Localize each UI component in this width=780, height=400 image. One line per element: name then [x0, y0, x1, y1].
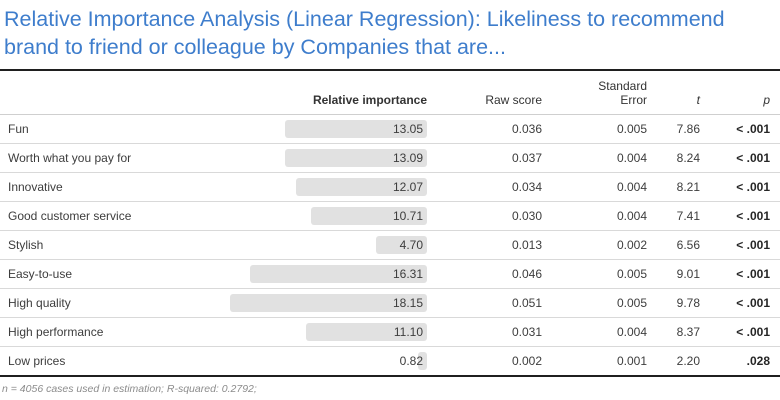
t-value: 6.56: [676, 238, 700, 252]
t-value: 9.78: [676, 296, 700, 310]
importance-value: 16.31: [392, 267, 423, 281]
t-value: 7.86: [676, 122, 700, 136]
table-header-row: Relative importance Raw score Standard E…: [0, 71, 780, 115]
raw-score-value: 0.002: [511, 354, 542, 368]
importance-bar: [285, 120, 427, 138]
raw-score-value: 0.030: [511, 209, 542, 223]
importance-value: 11.10: [393, 325, 423, 339]
table-body: Fun 13.05 0.036 0.005 7.86 < .001 Worth …: [0, 115, 780, 375]
t-value: 8.37: [676, 325, 700, 339]
relative-importance-cell: 12.07: [227, 178, 427, 196]
row-label: Easy-to-use: [8, 267, 73, 281]
relative-importance-cell: 13.05: [227, 120, 427, 138]
relative-importance-cell: 11.10: [227, 323, 427, 341]
table-row: Low prices 0.82 0.002 0.001 2.20 .028: [0, 347, 780, 375]
importance-bar: [249, 265, 427, 283]
row-label: Fun: [8, 122, 29, 136]
importance-value: 13.05: [392, 122, 423, 136]
table-row: Easy-to-use 16.31 0.046 0.005 9.01 < .00…: [0, 260, 780, 289]
p-value: < .001: [736, 209, 770, 223]
importance-table: Relative importance Raw score Standard E…: [0, 69, 780, 377]
importance-bar: [229, 294, 427, 312]
col-header-raw-score: Raw score: [485, 93, 542, 107]
col-header-standard-error-line2: Error: [620, 93, 647, 107]
importance-bar: [310, 207, 427, 225]
relative-importance-cell: 16.31: [227, 265, 427, 283]
row-label: High quality: [8, 296, 71, 310]
p-value: < .001: [736, 180, 770, 194]
table-row: Stylish 4.70 0.013 0.002 6.56 < .001: [0, 231, 780, 260]
std-error-value: 0.001: [616, 354, 647, 368]
importance-value: 13.09: [392, 151, 423, 165]
relative-importance-cell: 10.71: [227, 207, 427, 225]
raw-score-value: 0.031: [511, 325, 542, 339]
std-error-value: 0.005: [616, 267, 647, 281]
importance-bar: [375, 236, 427, 254]
raw-score-value: 0.013: [511, 238, 542, 252]
table-row: Fun 13.05 0.036 0.005 7.86 < .001: [0, 115, 780, 144]
importance-value: 12.07: [392, 180, 423, 194]
t-value: 8.24: [676, 151, 700, 165]
raw-score-value: 0.034: [511, 180, 542, 194]
table-row: Worth what you pay for 13.09 0.037 0.004…: [0, 144, 780, 173]
footnote: n = 4056 cases used in estimation; R-squ…: [2, 383, 257, 395]
raw-score-value: 0.046: [511, 267, 542, 281]
col-header-standard-error: Standard Error: [542, 79, 647, 107]
raw-score-value: 0.051: [511, 296, 542, 310]
std-error-value: 0.004: [616, 180, 647, 194]
std-error-value: 0.002: [616, 238, 647, 252]
row-label: High performance: [8, 325, 104, 339]
t-value: 2.20: [676, 354, 700, 368]
relative-importance-cell: 4.70: [227, 236, 427, 254]
importance-bar: [295, 178, 427, 196]
report-title: Relative Importance Analysis (Linear Reg…: [4, 7, 725, 59]
std-error-value: 0.005: [616, 296, 647, 310]
table-row: Good customer service 10.71 0.030 0.004 …: [0, 202, 780, 231]
importance-value: 18.15: [392, 296, 423, 310]
importance-value: 4.70: [399, 238, 423, 252]
std-error-value: 0.004: [616, 325, 647, 339]
t-value: 7.41: [676, 209, 700, 223]
std-error-value: 0.004: [616, 151, 647, 165]
std-error-value: 0.004: [616, 209, 647, 223]
row-label: Good customer service: [8, 209, 132, 223]
p-value: .028: [746, 354, 770, 368]
col-header-t: t: [696, 93, 700, 107]
std-error-value: 0.005: [616, 122, 647, 136]
t-value: 8.21: [676, 180, 700, 194]
row-label: Stylish: [8, 238, 44, 252]
p-value: < .001: [736, 267, 770, 281]
col-header-p: p: [763, 93, 770, 107]
p-value: < .001: [736, 122, 770, 136]
col-header-standard-error-line1: Standard: [598, 79, 647, 93]
importance-bar: [418, 352, 427, 370]
raw-score-value: 0.036: [511, 122, 542, 136]
raw-score-value: 0.037: [511, 151, 542, 165]
p-value: < .001: [736, 325, 770, 339]
importance-value: 10.71: [392, 209, 423, 223]
importance-value: 0.82: [399, 354, 423, 368]
t-value: 9.01: [676, 267, 700, 281]
row-label: Innovative: [8, 180, 63, 194]
importance-bar: [284, 149, 427, 167]
row-label: Low prices: [8, 354, 66, 368]
table-row: High quality 18.15 0.051 0.005 9.78 < .0…: [0, 289, 780, 318]
p-value: < .001: [736, 238, 770, 252]
relative-importance-cell: 13.09: [227, 149, 427, 167]
p-value: < .001: [736, 296, 770, 310]
col-header-relative-importance: Relative importance: [312, 93, 427, 107]
p-value: < .001: [736, 151, 770, 165]
table-row: High performance 11.10 0.031 0.004 8.37 …: [0, 318, 780, 347]
row-label: Worth what you pay for: [8, 151, 132, 165]
relative-importance-cell: 0.82: [227, 352, 427, 370]
relative-importance-cell: 18.15: [227, 294, 427, 312]
importance-bar: [306, 323, 427, 341]
table-row: Innovative 12.07 0.034 0.004 8.21 < .001: [0, 173, 780, 202]
